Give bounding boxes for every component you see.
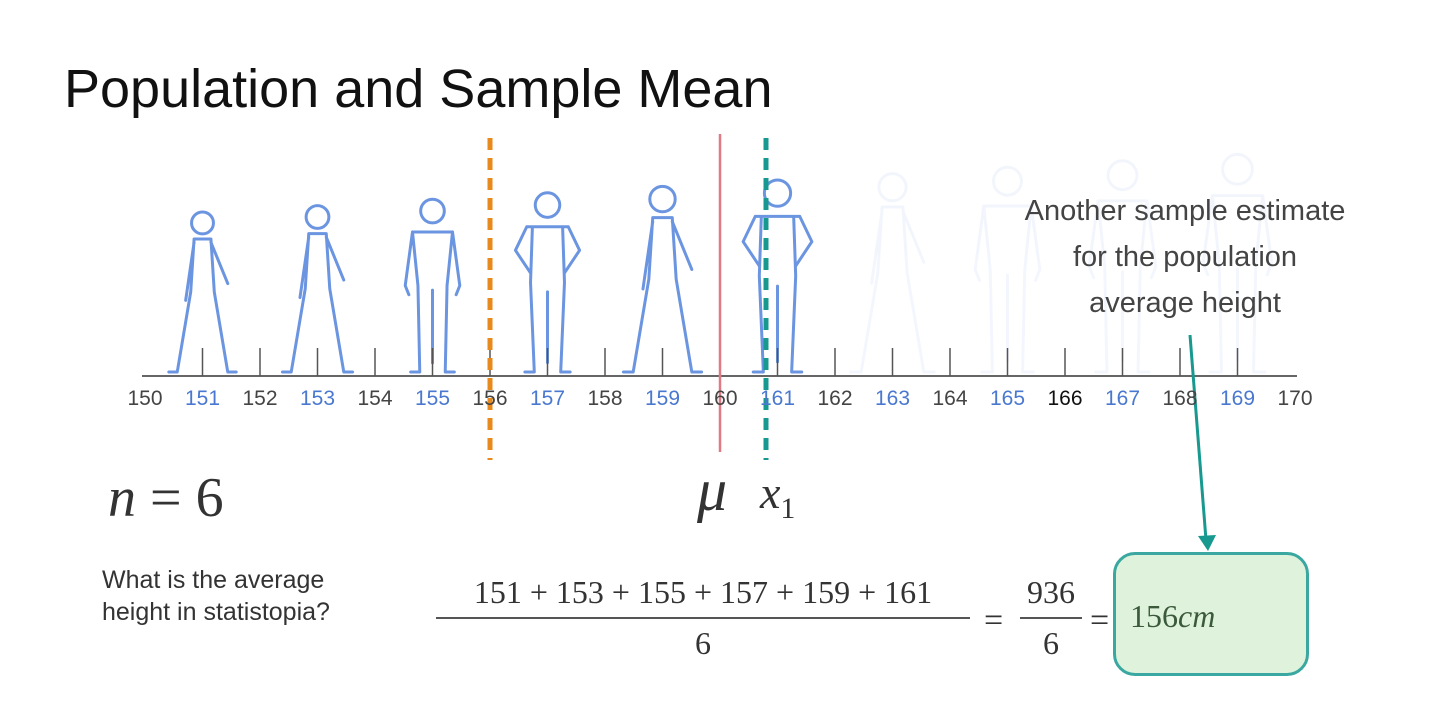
tick-label: 166 [1047, 387, 1083, 410]
tick-label: 154 [357, 387, 393, 410]
tick-label: 152 [242, 387, 278, 410]
fraction-numerator: 936 [1020, 574, 1082, 619]
person-figure-161 [741, 178, 814, 374]
annotation-line: average height [1089, 287, 1281, 319]
question-line: What is the average [102, 566, 325, 594]
question-text: What is the average height in statistopi… [102, 564, 330, 628]
person-figure-163 [849, 172, 936, 374]
fraction-denominator: 6 [1043, 625, 1059, 661]
tick-label: 167 [1104, 387, 1141, 410]
annotation-arrow [1188, 334, 1208, 541]
xbar-label: ¯ x 1 [760, 454, 795, 524]
tick-label: 162 [817, 387, 853, 410]
xbar-sub: 1 [780, 492, 796, 525]
tick-label: 153 [299, 387, 336, 410]
person-figure-167 [1087, 159, 1158, 374]
result-value: 156cm [1130, 598, 1215, 635]
tick-label: 156 [472, 387, 508, 410]
annotation-line: Another sample estimate [1024, 195, 1346, 227]
person-figure-169 [1201, 152, 1274, 374]
annotation-line: for the population [1072, 241, 1298, 273]
xbar-var: x [760, 467, 781, 518]
person-figure-153 [280, 204, 355, 374]
tick-label: 157 [529, 387, 566, 410]
xbar-stack: ¯ x [760, 454, 780, 516]
fraction-denominator: 6 [695, 625, 711, 661]
tick-label: 163 [874, 387, 911, 410]
annotation-text: Another sample estimate for the populati… [990, 188, 1380, 326]
tick-label: 160 [702, 387, 738, 410]
xbar-bar: ¯ [763, 454, 778, 470]
n-value: 6 [195, 467, 224, 529]
tick-label: 165 [989, 387, 1026, 410]
equals-sign: = [984, 602, 1004, 639]
question-line: height in statistopia? [102, 598, 330, 626]
tick-label: 155 [414, 387, 451, 410]
person-figure-155 [403, 197, 462, 374]
fraction-numerator: 151 + 153 + 155 + 157 + 159 + 161 [436, 574, 970, 619]
tick-label: 150 [127, 387, 163, 410]
total-fraction: 936 6 [1020, 574, 1082, 662]
person-figure-151 [167, 210, 238, 374]
slide-title: Population and Sample Mean [64, 59, 773, 119]
person-figure-159 [621, 184, 704, 374]
tick-label: 170 [1277, 387, 1313, 410]
result-number: 156 [1130, 598, 1178, 634]
tick-label: 158 [587, 387, 623, 410]
person-figure-157 [513, 191, 582, 374]
arrow-head-icon [1198, 535, 1216, 551]
result-unit: cm [1178, 598, 1216, 634]
tick-label: 151 [184, 387, 221, 410]
n-eq: = [150, 467, 182, 529]
tick-label: 169 [1219, 387, 1256, 410]
tick-label: 161 [759, 387, 796, 410]
mu-label: μ [697, 457, 728, 523]
sum-fraction: 151 + 153 + 155 + 157 + 159 + 161 6 [436, 574, 970, 662]
tick-label: 164 [932, 387, 968, 410]
equals-sign: = [1090, 602, 1110, 639]
sample-size-label: n = 6 [108, 466, 224, 530]
n-var: n [108, 467, 136, 529]
tick-label: 168 [1162, 387, 1198, 410]
tick-label: 159 [644, 387, 681, 410]
person-figure-165 [973, 165, 1042, 374]
result-box [1113, 552, 1309, 676]
